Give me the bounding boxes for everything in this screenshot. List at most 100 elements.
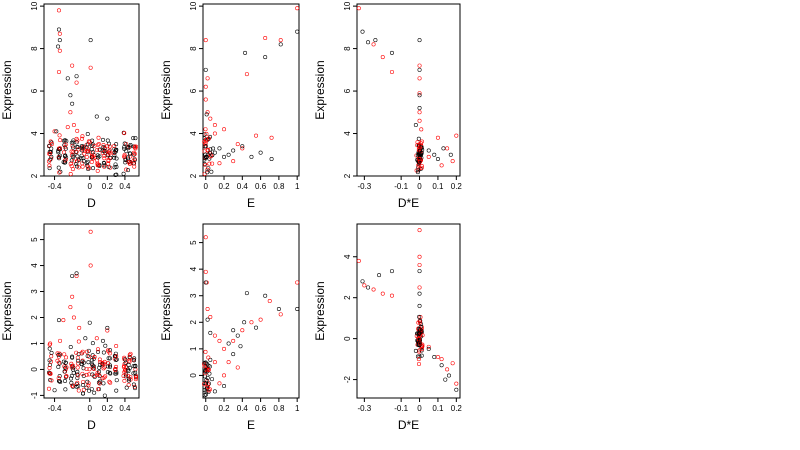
data-point <box>75 365 80 370</box>
data-point <box>231 352 236 357</box>
data-point <box>100 137 105 142</box>
data-point <box>362 283 367 288</box>
data-point <box>47 363 52 368</box>
data-point <box>94 114 99 119</box>
data-point <box>49 156 54 161</box>
data-point <box>97 365 102 370</box>
data-point <box>47 371 52 376</box>
y-axis-label: Expression <box>313 60 327 119</box>
data-point <box>75 138 80 143</box>
data-point <box>114 142 119 147</box>
panel-1: -0.4 0 0.2 0.4 2 4 6 8 10 D Expression <box>0 1 140 210</box>
data-point <box>235 365 240 370</box>
data-point <box>212 360 217 365</box>
data-point <box>71 315 76 320</box>
data-point <box>108 380 113 385</box>
x-tick-label: -0.3 <box>357 404 371 413</box>
data-point <box>88 65 93 70</box>
data-point <box>366 40 371 45</box>
data-point <box>80 349 85 354</box>
data-point <box>107 148 112 153</box>
data-point <box>74 162 79 167</box>
data-point <box>107 356 112 361</box>
data-point <box>114 370 119 375</box>
data-point <box>441 146 446 151</box>
data-point <box>417 228 422 233</box>
data-point <box>203 360 208 365</box>
data-point <box>206 367 211 372</box>
x-axis-label: D <box>87 418 96 432</box>
panel-5: 0 0.2 0.4 0.6 0.8 1 0 1 2 3 4 5 E Expression <box>159 223 300 432</box>
data-point <box>415 170 420 175</box>
data-point <box>81 144 86 149</box>
data-point <box>439 363 444 368</box>
data-point <box>63 387 68 392</box>
data-point <box>68 376 73 381</box>
data-point <box>380 55 385 60</box>
data-point <box>112 150 117 155</box>
data-point <box>204 137 209 142</box>
data-point <box>92 390 97 395</box>
data-point <box>74 350 79 355</box>
data-point <box>101 361 106 366</box>
data-point <box>69 365 74 370</box>
data-point <box>203 269 208 274</box>
data-point <box>389 50 394 55</box>
data-point <box>96 387 101 392</box>
plot-frame <box>43 223 140 399</box>
plot-frame <box>43 3 140 177</box>
data-point <box>418 324 423 329</box>
data-point <box>418 148 423 153</box>
data-point <box>94 336 99 341</box>
data-point <box>75 128 80 133</box>
data-point <box>243 50 248 55</box>
data-point <box>206 355 211 360</box>
data-point <box>432 152 437 157</box>
data-point <box>217 161 222 166</box>
data-point <box>122 145 127 150</box>
data-point <box>97 379 102 384</box>
data-point <box>131 364 136 369</box>
data-point <box>446 373 451 378</box>
y-tick-label: 4 <box>343 131 352 136</box>
data-point <box>132 356 137 361</box>
data-point <box>278 38 283 43</box>
data-point <box>222 346 227 351</box>
data-point <box>101 350 106 355</box>
data-point <box>206 388 211 393</box>
y-axis-label: Expression <box>159 60 173 119</box>
data-point <box>106 349 111 354</box>
data-point <box>121 373 126 378</box>
data-point <box>419 347 424 352</box>
data-point <box>295 29 300 34</box>
data-point <box>101 381 106 386</box>
data-point <box>417 269 422 274</box>
data-point <box>204 131 209 136</box>
data-point <box>87 367 92 372</box>
x-tick-label: 0.2 <box>218 404 230 413</box>
data-point <box>47 163 52 168</box>
data-point <box>231 159 236 164</box>
data-point <box>71 154 76 159</box>
data-point <box>122 152 127 157</box>
data-point <box>269 135 274 140</box>
data-point <box>122 378 127 383</box>
data-point <box>47 358 52 363</box>
data-point <box>75 380 80 385</box>
data-point <box>226 360 231 365</box>
data-point <box>63 154 68 159</box>
data-point <box>54 129 59 134</box>
data-point <box>377 273 382 278</box>
data-point <box>128 375 133 380</box>
data-point <box>417 320 422 325</box>
data-point <box>74 150 79 155</box>
data-point <box>74 80 79 85</box>
y-tick-label: 3 <box>189 293 198 298</box>
data-point <box>97 381 102 386</box>
data-point <box>258 150 263 155</box>
x-axis-label: D*E <box>398 196 419 210</box>
data-point <box>71 145 76 150</box>
data-point <box>106 356 111 361</box>
data-point <box>126 362 131 367</box>
data-point <box>47 144 52 149</box>
